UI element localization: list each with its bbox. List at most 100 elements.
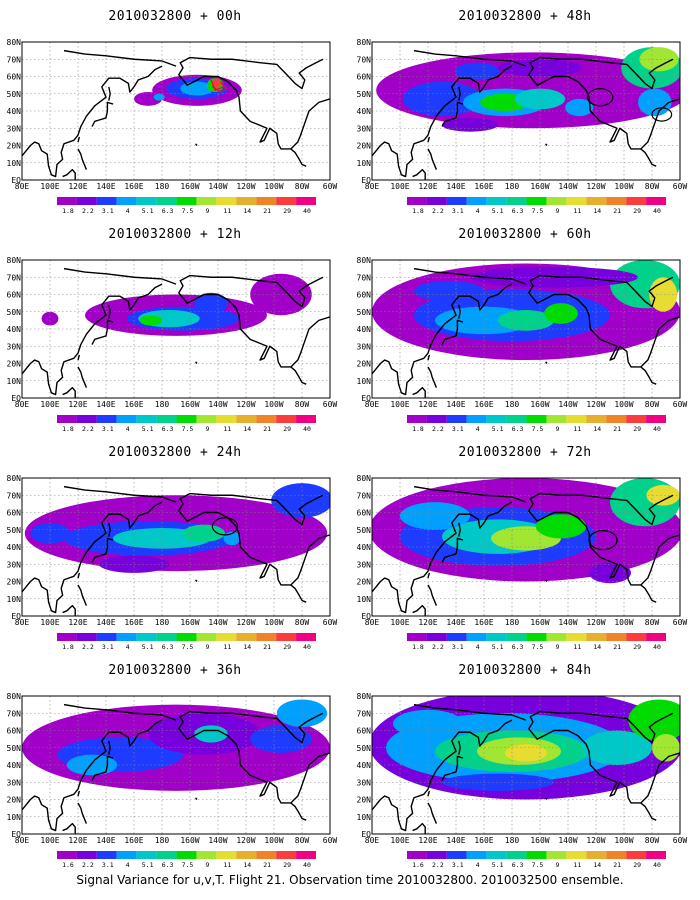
colorbar-label: 4 bbox=[476, 207, 480, 215]
lat-tick-label: 10N bbox=[7, 159, 22, 168]
colorbar-label: 7.5 bbox=[532, 861, 544, 869]
colorbar-label: 5.1 bbox=[492, 425, 504, 433]
colorbar-swatch bbox=[486, 851, 507, 859]
variance-field bbox=[22, 699, 330, 791]
colorbar-label: 29 bbox=[283, 425, 291, 433]
lat-tick-label: 70N bbox=[357, 491, 372, 500]
coastline bbox=[640, 802, 657, 821]
lat-tick-label: 20N bbox=[7, 578, 22, 587]
coastline bbox=[91, 101, 114, 127]
colorbar-swatch bbox=[446, 197, 467, 205]
lon-tick-label: 60W bbox=[323, 836, 338, 845]
colorbar-label: 40 bbox=[303, 425, 311, 433]
lon-tick-label: 80E bbox=[15, 182, 30, 191]
variance-contour bbox=[639, 47, 679, 72]
variance-contour bbox=[498, 310, 554, 331]
variance-field bbox=[134, 74, 242, 106]
colorbar-swatch bbox=[486, 633, 507, 641]
panel-title: 2010032800 + 24h bbox=[108, 445, 242, 460]
coastline bbox=[545, 143, 548, 146]
coastline bbox=[290, 148, 307, 167]
colorbar-swatch bbox=[116, 197, 137, 205]
lon-tick-label: 140W bbox=[558, 618, 577, 627]
panel-48h: 2010032800 + 48h 80E 100E 120E 140E 160E 180 1… bbox=[350, 0, 700, 225]
colorbar-label: 14 bbox=[243, 643, 251, 651]
coastline bbox=[528, 492, 680, 586]
lon-tick-label: 140W bbox=[208, 400, 227, 409]
coastline bbox=[108, 522, 111, 537]
panel-00h: 2010032800 + 00h 80E 100E 120E 140E 160E 180 1… bbox=[0, 0, 350, 225]
colorbar-swatch bbox=[546, 851, 567, 859]
colorbar-swatch bbox=[646, 415, 666, 423]
colorbar-swatch bbox=[586, 851, 607, 859]
lon-tick-label: 80E bbox=[15, 400, 30, 409]
colorbar-swatch bbox=[546, 633, 567, 641]
coastline bbox=[245, 494, 324, 526]
variance-contour bbox=[454, 62, 500, 80]
colorbar-swatch bbox=[57, 415, 77, 423]
coastline bbox=[245, 58, 324, 90]
colorbar-label: 3.1 bbox=[452, 861, 464, 869]
lon-tick-label: 80E bbox=[365, 618, 380, 627]
observation-circle bbox=[651, 107, 673, 122]
colorbar-swatch bbox=[76, 633, 97, 641]
colorbar-swatch bbox=[236, 197, 257, 205]
coastline bbox=[62, 386, 76, 398]
colorbar-swatch bbox=[256, 633, 277, 641]
coastline bbox=[62, 822, 76, 834]
variance-contour bbox=[30, 522, 70, 544]
colorbar-swatch bbox=[606, 197, 627, 205]
colorbar-label: 9 bbox=[205, 425, 209, 433]
colorbar-label: 1.8 bbox=[62, 425, 74, 433]
colorbar-swatch bbox=[236, 415, 257, 423]
colorbar-swatch bbox=[566, 415, 587, 423]
colorbar-label: 2.2 bbox=[432, 861, 444, 869]
variance-contour bbox=[535, 514, 587, 539]
colorbar-swatch bbox=[196, 851, 217, 859]
lon-tick-label: 160W bbox=[180, 400, 199, 409]
variance-contour bbox=[153, 93, 165, 101]
lon-tick-label: 120W bbox=[586, 182, 605, 191]
colorbar-swatch bbox=[116, 415, 137, 423]
lon-tick-label: 80E bbox=[15, 836, 30, 845]
colorbar-label: 40 bbox=[653, 861, 661, 869]
lat-tick-label: 60N bbox=[357, 291, 372, 300]
colorbar-label: 4 bbox=[476, 643, 480, 651]
colorbar-label: 6.3 bbox=[512, 207, 524, 215]
coastline bbox=[458, 522, 461, 537]
map-24h: 80E 100E 120E 140E 160E 180 160W 140W 120W 100W 80… bbox=[7, 474, 338, 651]
colorbar-swatch bbox=[296, 415, 316, 423]
coastline bbox=[427, 136, 431, 143]
colorbar-label: 2.2 bbox=[82, 425, 94, 433]
colorbar-label: 3.1 bbox=[102, 425, 114, 433]
colorbar-label: 11 bbox=[573, 207, 581, 215]
colorbar-swatch bbox=[426, 197, 447, 205]
colorbar-swatch bbox=[136, 851, 157, 859]
lat-tick-label: 20N bbox=[357, 796, 372, 805]
colorbar-swatch bbox=[216, 197, 237, 205]
lat-tick-label: 10N bbox=[357, 159, 372, 168]
colorbar-label: 6.3 bbox=[162, 425, 174, 433]
coastline bbox=[412, 168, 426, 180]
observation-circle bbox=[586, 88, 614, 107]
coastline bbox=[427, 802, 438, 824]
coastline bbox=[595, 58, 674, 90]
coastlines bbox=[372, 485, 680, 616]
colorbar-label: 9 bbox=[205, 207, 209, 215]
colorbar-label: 7.5 bbox=[532, 425, 544, 433]
coastline bbox=[290, 366, 307, 385]
lon-tick-label: 80W bbox=[295, 400, 310, 409]
colorbar-swatch bbox=[506, 633, 527, 641]
panel-title: 2010032800 + 12h bbox=[108, 227, 242, 242]
colorbar-label: 1.6 bbox=[62, 861, 74, 869]
lon-tick-label: 120E bbox=[418, 836, 437, 845]
lat-tick-label: 60N bbox=[357, 509, 372, 518]
colorbar-label: 29 bbox=[633, 643, 641, 651]
coastline bbox=[412, 386, 426, 398]
lon-tick-label: 100W bbox=[264, 836, 283, 845]
colorbar-label: 7.5 bbox=[182, 207, 194, 215]
colorbar-swatch bbox=[626, 415, 647, 423]
lon-tick-label: 180 bbox=[155, 836, 170, 845]
coastline bbox=[77, 136, 81, 143]
coastline bbox=[441, 537, 464, 563]
